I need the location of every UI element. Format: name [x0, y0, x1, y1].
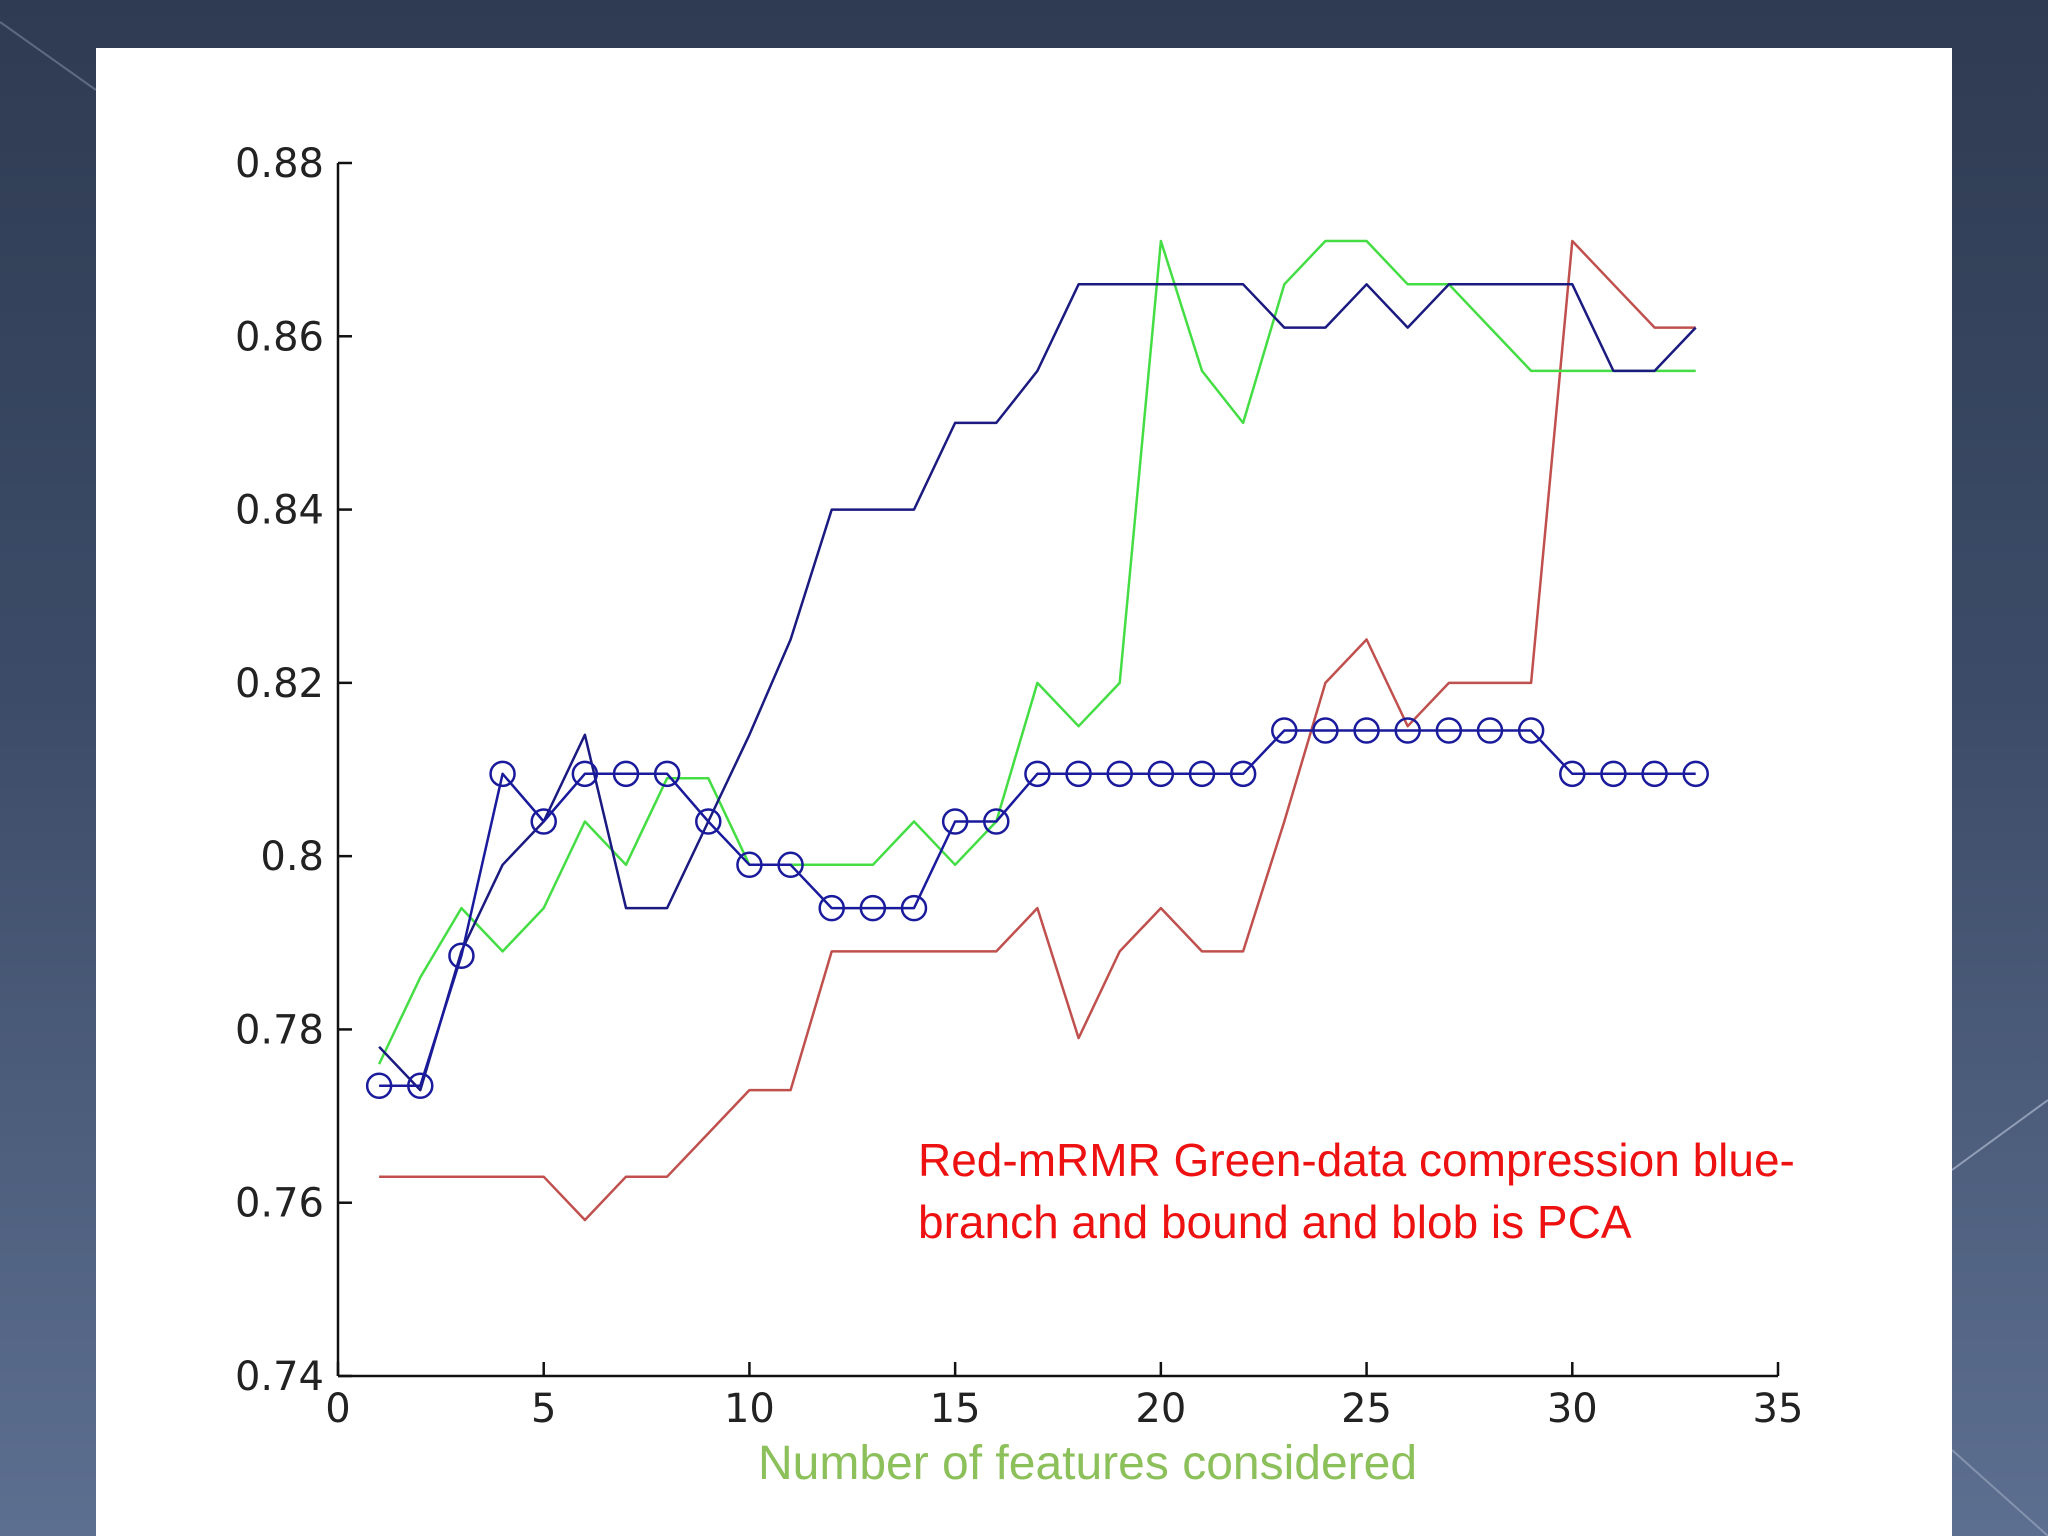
data-point — [448, 942, 475, 970]
data-point — [1147, 760, 1175, 788]
data-point — [1394, 717, 1421, 744]
data-point — [1559, 760, 1586, 788]
x-tick-label: 5 — [531, 1386, 556, 1432]
axes-layer: 0.74 0.76 0.78 0.8 0.82 0.84 0.86 0.88 0 5 10 15 20 2… — [235, 141, 1804, 1432]
data-point — [1435, 717, 1463, 744]
y-tick-label: 0.84 — [235, 488, 324, 534]
data-point — [859, 894, 887, 922]
data-point — [1065, 760, 1092, 788]
data-point — [489, 760, 516, 788]
data-point — [941, 808, 969, 835]
series-layer — [365, 239, 1709, 1222]
data-point — [407, 1072, 434, 1099]
series-line-3 — [378, 283, 1697, 1092]
data-point — [1641, 760, 1668, 788]
data-point — [777, 851, 804, 879]
data-point — [1312, 717, 1339, 744]
data-point — [1600, 760, 1627, 788]
x-tick-label: 35 — [1753, 1386, 1804, 1432]
y-tick-label: 0.88 — [235, 141, 324, 187]
data-point — [365, 1072, 393, 1099]
data-point — [695, 808, 722, 835]
x-tick-label: 30 — [1547, 1386, 1598, 1432]
data-point — [653, 760, 681, 788]
y-tick-label: 0.8 — [260, 834, 324, 880]
x-tick-label: 20 — [1135, 1386, 1186, 1432]
x-tick-label: 25 — [1341, 1386, 1392, 1432]
line-chart: 0.74 0.76 0.78 0.8 0.82 0.84 0.86 0.88 0 5 10 15 20 2… — [235, 141, 1804, 1432]
chart-annotation: Red-mRMR Green-data compression blue- br… — [918, 1129, 1795, 1253]
series-line-2 — [377, 239, 1696, 1065]
data-point — [1106, 760, 1133, 788]
data-point — [818, 894, 845, 922]
y-tick-label: 0.82 — [235, 661, 324, 707]
data-point — [1517, 717, 1545, 744]
x-axis-label: Number of features considered — [758, 1437, 1418, 1490]
x-tick-label: 0 — [325, 1386, 350, 1432]
y-tick-label: 0.74 — [235, 1354, 324, 1400]
data-point — [530, 808, 557, 835]
data-point — [1682, 760, 1709, 788]
data-point — [1229, 760, 1257, 788]
y-tick-label: 0.78 — [235, 1007, 324, 1053]
y-tick-label: 0.76 — [235, 1181, 324, 1227]
data-point — [1188, 760, 1216, 788]
data-point — [571, 760, 599, 788]
data-point — [1271, 717, 1298, 744]
series-line-4 — [379, 729, 1696, 1087]
annotation-line-1: Red-mRMR Green-data compression blue- — [918, 1134, 1795, 1186]
y-tick-label: 0.86 — [235, 314, 324, 360]
data-point — [1024, 760, 1051, 788]
chart-panel: 0.74 0.76 0.78 0.8 0.82 0.84 0.86 0.88 0 5 10 15 20 2… — [96, 48, 1952, 1536]
data-point — [1476, 717, 1504, 744]
annotation-line-2: branch and bound and blob is PCA — [918, 1196, 1632, 1248]
x-tick-label: 10 — [724, 1386, 775, 1432]
data-point — [736, 851, 763, 879]
x-tick-label: 15 — [930, 1386, 981, 1432]
series-line-1 — [379, 239, 1696, 1222]
data-point — [612, 760, 640, 788]
data-point — [900, 894, 928, 922]
data-point — [983, 808, 1010, 835]
data-point — [1353, 717, 1380, 744]
